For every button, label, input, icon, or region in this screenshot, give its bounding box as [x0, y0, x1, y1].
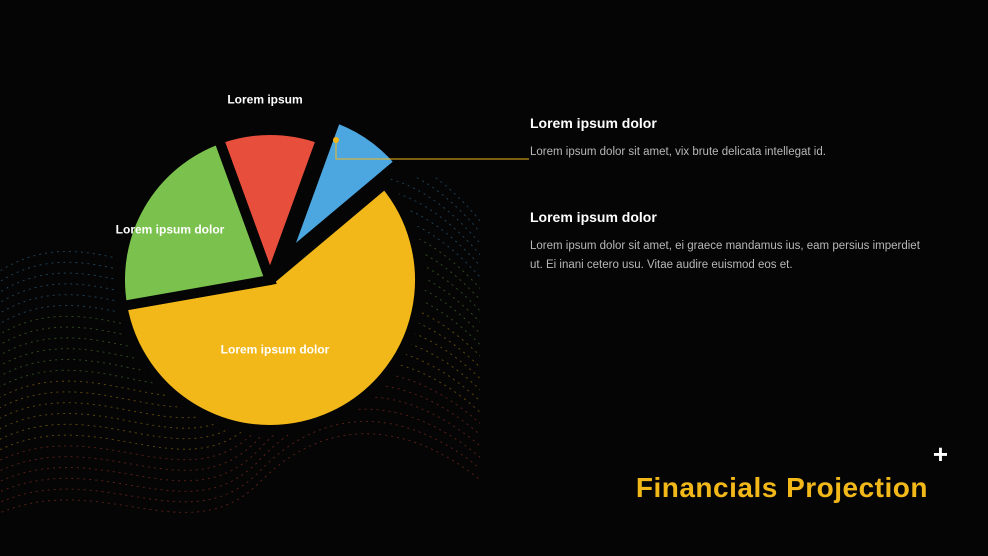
text-block-1-heading: Lorem ipsum dolor [530, 115, 930, 131]
text-block-1: Lorem ipsum dolor Lorem ipsum dolor sit … [530, 115, 930, 161]
slice-label-red: Lorem ipsum [205, 93, 325, 108]
slice-label-green: Lorem ipsum dolor [110, 223, 230, 238]
text-block-1-body: Lorem ipsum dolor sit amet, vix brute de… [530, 143, 930, 161]
text-block-2: Lorem ipsum dolor Lorem ipsum dolor sit … [530, 209, 930, 274]
slice-label-yellow: Lorem ipsum dolor [215, 343, 335, 358]
slide-title: Financials Projection [636, 472, 928, 504]
plus-icon: + [933, 439, 948, 470]
pie-chart: Lorem ipsum Lorem ipsum dolor Lorem ipsu… [110, 120, 430, 440]
text-block-2-heading: Lorem ipsum dolor [530, 209, 930, 225]
text-block-2-body: Lorem ipsum dolor sit amet, ei graece ma… [530, 237, 930, 274]
